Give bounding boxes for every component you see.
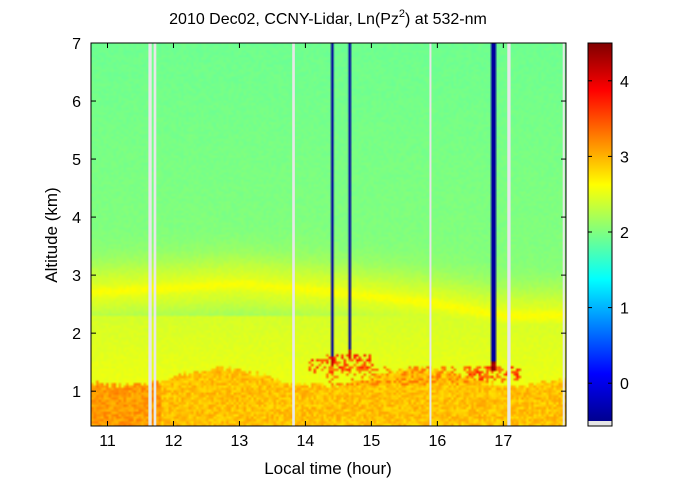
chart-title: 2010 Dec02, CCNY-Lidar, Ln(Pz2) at 532-n… xyxy=(169,8,487,28)
x-tick-label-17: 17 xyxy=(494,433,512,450)
data-gap-5 xyxy=(562,43,565,426)
x-tick-label-13: 13 xyxy=(231,433,249,450)
plot-frame xyxy=(90,42,567,427)
y-axis-label: Altitude (km) xyxy=(42,187,61,282)
x-tick-label-12: 12 xyxy=(165,433,183,450)
x-tick-label-16: 16 xyxy=(428,433,446,450)
colorbar-tick-label-3: 3 xyxy=(620,149,629,166)
y-tick-label-5: 5 xyxy=(72,152,81,169)
y-tick-label-6: 6 xyxy=(72,94,81,111)
y-tick-label-4: 4 xyxy=(72,210,81,227)
colorbar-nan-swatch xyxy=(588,421,612,426)
colorbar-ticks: 0 1 2 3 4 xyxy=(588,74,629,393)
colorbar-frame xyxy=(587,42,613,427)
data-gap-3 xyxy=(429,43,432,426)
x-tick-label-14: 14 xyxy=(297,433,315,450)
y-tick-label-7: 7 xyxy=(72,36,81,53)
x-tick-label-15: 15 xyxy=(362,433,380,450)
y-tick-label-1: 1 xyxy=(72,384,81,401)
x-tick-label-11: 11 xyxy=(99,433,116,450)
x-ticks: 11 12 13 14 15 16 17 xyxy=(99,43,512,450)
data-gap-1 xyxy=(153,43,157,426)
colorbar-tick-label-2: 2 xyxy=(620,225,629,242)
colorbar: 0 1 2 3 4 xyxy=(587,42,629,427)
colorbar-tick-label-1: 1 xyxy=(620,301,629,318)
y-tick-label-3: 3 xyxy=(72,268,81,285)
colorbar-tick-label-0: 0 xyxy=(620,376,629,393)
y-ticks: 1 2 3 4 5 6 7 xyxy=(72,36,566,401)
data-gap-0 xyxy=(148,43,152,426)
colorbar-tick-label-4: 4 xyxy=(620,74,629,91)
y-tick-label-2: 2 xyxy=(72,326,81,343)
heatmap-image xyxy=(91,43,566,426)
x-axis-label: Local time (hour) xyxy=(264,459,392,478)
data-gap-4 xyxy=(507,43,511,426)
data-gaps xyxy=(148,43,565,426)
data-gap-2 xyxy=(292,43,295,426)
